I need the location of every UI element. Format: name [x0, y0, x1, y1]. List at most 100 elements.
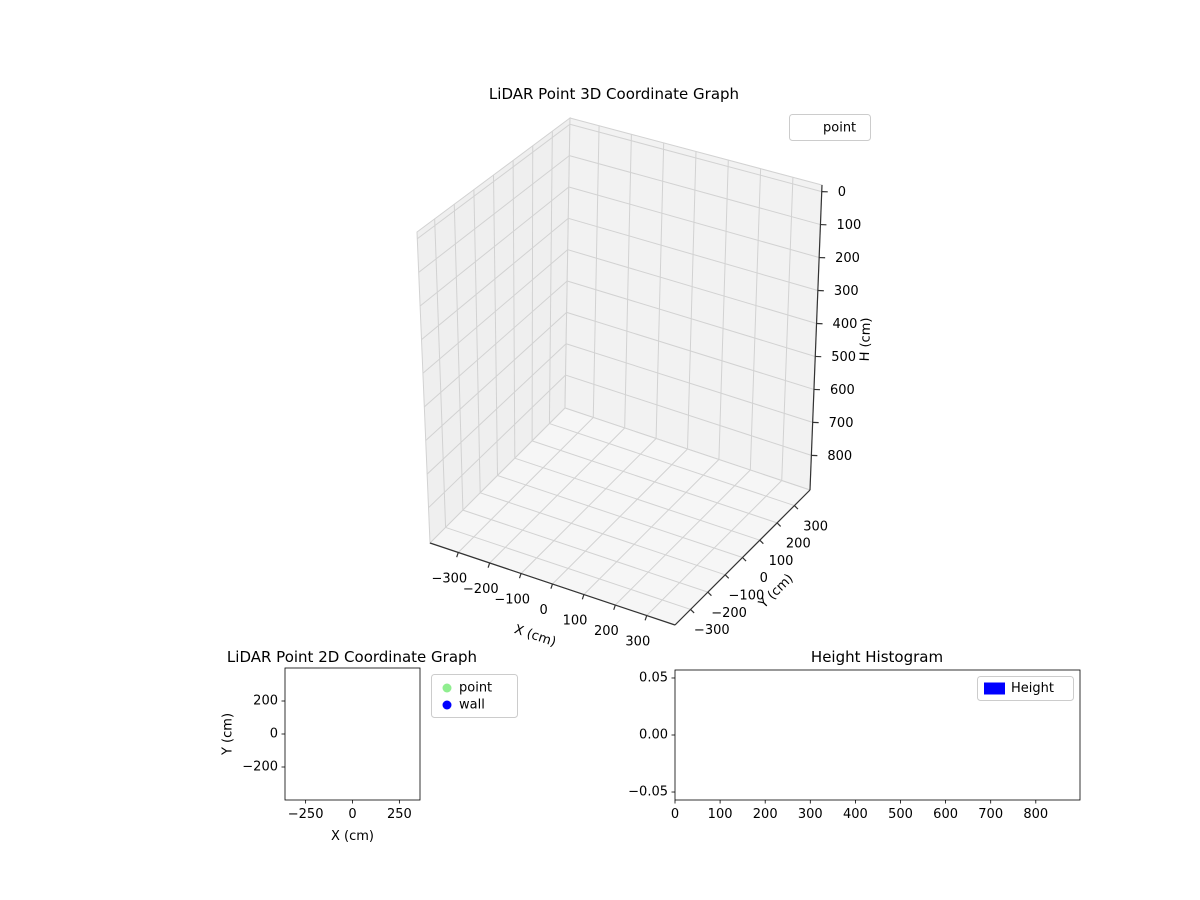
y-tick: [759, 539, 764, 545]
legend-marker-point: [442, 683, 452, 693]
gridline: [520, 438, 657, 574]
x-tick: [581, 594, 585, 600]
gridline: [419, 186, 570, 307]
x-tick-label: 800: [1023, 807, 1048, 822]
gridline: [548, 131, 553, 424]
gridline: [569, 123, 822, 193]
y-tick-label: 200: [253, 694, 278, 709]
gridline: [453, 204, 464, 511]
x-tick-label: 100: [563, 614, 588, 629]
gridline: [614, 469, 751, 606]
z-tick-label: 100: [836, 218, 861, 233]
x-tick-label: 200: [753, 807, 778, 822]
y-tick-label: −200: [242, 760, 278, 775]
z-tick-label: 700: [829, 416, 854, 431]
gridline: [624, 134, 632, 428]
legend-hist-entry-height: Height: [1011, 681, 1054, 696]
y-tick-label: 200: [786, 537, 811, 552]
z-tick-label: 800: [827, 449, 852, 464]
gridline: [426, 343, 567, 475]
x-axis-label-2d: X (cm): [331, 829, 374, 844]
x-tick-label: 0: [348, 807, 356, 822]
legend-3d-entry-point: point: [823, 121, 856, 136]
x-tick-label: 200: [594, 624, 619, 639]
gridline: [416, 123, 571, 240]
z-axis-label-3d: H (cm): [858, 317, 875, 361]
gridline: [687, 151, 697, 450]
gridline: [718, 160, 729, 460]
y-tick-label: 100: [769, 554, 794, 569]
gridline: [423, 280, 568, 408]
plot3d-title: LiDAR Point 3D Coordinate Graph: [488, 85, 740, 103]
y-tick-label: 300: [803, 519, 828, 534]
z-tick-label: 400: [833, 317, 858, 332]
x-tick-label: 500: [888, 807, 913, 822]
y-tick-label: 0: [760, 571, 768, 586]
x-tick-label: 700: [978, 807, 1003, 822]
gridline: [566, 311, 815, 390]
legend-3d-box: [789, 114, 871, 141]
gridline: [749, 168, 762, 471]
gridline: [565, 374, 812, 456]
legend-2d-entry-point: point: [459, 681, 492, 696]
z-axis-line: [809, 184, 823, 491]
x-tick-label: 300: [798, 807, 823, 822]
plot2d-title: LiDAR Point 2D Coordinate Graph: [226, 648, 478, 666]
gridline: [567, 280, 816, 357]
x-tick-label: 600: [933, 807, 958, 822]
z-tick-label: 300: [834, 284, 859, 299]
histogram-title: Height Histogram: [810, 648, 944, 666]
gridline: [569, 155, 821, 226]
y-axis-label-2d: Y (cm): [221, 713, 236, 756]
x-tick: [518, 573, 522, 579]
y-tick-label: 0.05: [639, 670, 668, 685]
gridline: [655, 142, 665, 439]
legend-marker-height: [984, 682, 1005, 695]
legend-marker-wall: [442, 700, 452, 710]
y-tick-label: −300: [694, 623, 730, 638]
gridline: [418, 155, 570, 273]
gridline: [568, 217, 818, 291]
x-tick-label: −200: [463, 582, 499, 597]
plot2d: −250 0 250 200 0 −200 X (cm) Y (cm) point wall: [221, 667, 518, 844]
y-tick: [724, 574, 730, 579]
x-axis-label-3d: X (cm): [512, 622, 558, 650]
y-tick: [742, 557, 747, 562]
grid-3d: [416, 123, 822, 616]
gridline: [425, 312, 567, 441]
x-tick: [613, 604, 616, 610]
y-tick: [690, 608, 695, 614]
gridline: [473, 189, 481, 493]
gridline: [565, 343, 813, 423]
x-tick-label: 400: [843, 807, 868, 822]
gridline: [646, 480, 783, 616]
z-tick-label: 200: [835, 251, 860, 266]
gridline: [567, 249, 817, 324]
gridline: [421, 217, 569, 340]
gridline: [428, 374, 566, 509]
y-tick-label: −100: [729, 589, 765, 604]
gridline: [531, 145, 534, 441]
gridline: [489, 427, 626, 564]
x-tick: [487, 562, 491, 568]
y-tick: [793, 505, 799, 510]
gridline: [434, 218, 447, 528]
gridline: [781, 177, 794, 481]
gridline: [552, 448, 688, 585]
x-tick: [456, 552, 459, 558]
x-tick-label: 100: [708, 807, 733, 822]
z-tick-label: 500: [831, 350, 856, 365]
x-tick: [644, 615, 648, 621]
plot3d: −300−200−1000100200300−300−200−100010020…: [416, 114, 875, 650]
y-tick: [776, 522, 782, 527]
x-tick-label: −100: [494, 593, 530, 608]
y-tick-label: −200: [711, 606, 747, 621]
gridline: [583, 459, 720, 595]
legend-2d-box: [431, 674, 518, 718]
histogram: 0 100 200 300 400 500 600 700 800 0.05 0.00 −0.05 He…: [628, 669, 1081, 822]
gridline: [457, 417, 594, 553]
y-tick-label: 0.00: [639, 728, 668, 743]
gridline: [592, 125, 600, 418]
z-tick-label: 0: [838, 185, 846, 200]
